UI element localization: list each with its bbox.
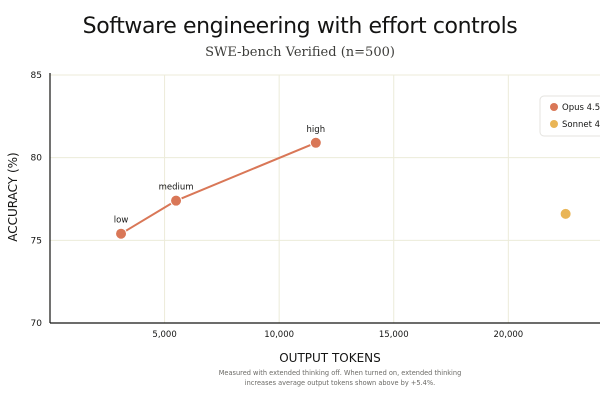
opus-4-5-data-label: high <box>307 125 326 135</box>
y-axis-label: ACCURACY (%) <box>6 152 20 241</box>
y-tick-label: 70 <box>31 319 43 329</box>
footnote: Measured with extended thinking off. Whe… <box>218 369 462 387</box>
x-tick-label: 15,000 <box>379 330 409 340</box>
y-tick-label: 85 <box>31 71 42 81</box>
legend-marker <box>550 103 558 111</box>
x-tick-label: 5,000 <box>152 330 176 340</box>
sonnet-4-point <box>559 207 572 220</box>
legend-marker <box>550 120 558 128</box>
opus-4-5-data-label: medium <box>159 183 194 193</box>
legend-items: Opus 4.5 Sonnet 4. <box>550 103 600 130</box>
tick-layer: 5,000 10,000 15,000 20,000 70 75 80 85 <box>31 71 524 340</box>
opus-4-5-line <box>120 141 317 235</box>
legend: Opus 4.5 Sonnet 4. <box>539 95 600 137</box>
opus-4-5-point-high <box>309 136 322 149</box>
series-layer: low medium high <box>114 125 572 240</box>
x-tick-label: 20,000 <box>493 330 523 340</box>
x-axis-label: OUTPUT TOKENS <box>279 351 381 365</box>
y-tick-label: 75 <box>31 236 42 246</box>
y-tick-label: 80 <box>31 154 43 164</box>
opus-4-5-data-label: low <box>114 216 129 226</box>
axis-layer <box>49 73 600 324</box>
grid-layer <box>50 74 600 323</box>
legend-label: Sonnet 4. <box>562 120 600 130</box>
chart-title: Software engineering with effort control… <box>82 14 518 39</box>
opus-4-5-point-low <box>115 227 128 240</box>
legend-label: Opus 4.5 <box>562 103 600 113</box>
chart-subtitle: SWE-bench Verified (n=500) <box>205 45 395 60</box>
opus-4-5-point-medium <box>170 194 183 207</box>
x-tick-label: 10,000 <box>264 330 294 340</box>
legend-box <box>539 95 600 137</box>
